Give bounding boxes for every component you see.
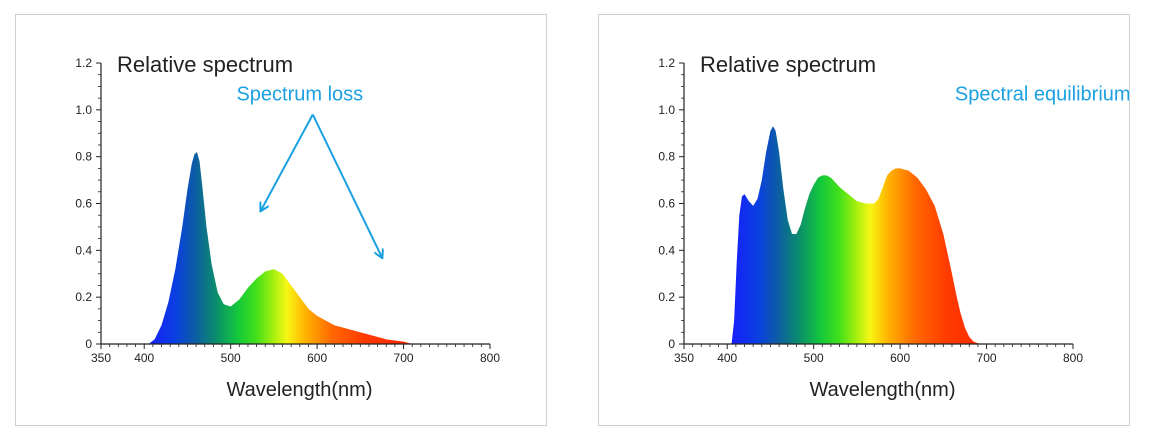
annotation-label: Spectral equilibrium — [955, 83, 1129, 105]
y-tick-label: 0.8 — [75, 150, 92, 164]
x-tick-label: 350 — [91, 351, 111, 365]
y-tick-label: 1.2 — [658, 56, 675, 70]
chart-title: Relative spectrum — [117, 52, 293, 77]
x-tick-label: 400 — [717, 351, 737, 365]
spectrum-area — [731, 126, 983, 344]
annotation-label: Spectrum loss — [236, 83, 363, 105]
spectrum-area — [148, 151, 413, 344]
x-tick-label: 600 — [890, 351, 910, 365]
y-tick-label: 0.6 — [658, 197, 675, 211]
y-tick-label: 0.4 — [75, 243, 92, 257]
x-tick-label: 600 — [307, 351, 327, 365]
x-tick-label: 800 — [1063, 351, 1083, 365]
y-tick-label: 0.8 — [658, 150, 675, 164]
chart-right: 0 0.2 0.4 0.6 0.8 1.0 1.2 350 400 500 600 700 800 Rel… — [658, 52, 1129, 401]
y-tick-label: 0.2 — [658, 290, 675, 304]
annotation-arrow — [311, 114, 382, 258]
x-axis-title: Wavelength(nm) — [227, 379, 373, 401]
y-tick-label: 0.4 — [658, 243, 675, 257]
y-tick-label: 1.0 — [75, 103, 92, 117]
y-tick-label: 0.6 — [75, 197, 92, 211]
y-tick-label: 0 — [85, 337, 92, 351]
y-tick-label: 0.2 — [75, 290, 92, 304]
x-tick-label: 800 — [480, 351, 500, 365]
chart-panel-left: 0 0.2 0.4 0.6 0.8 1.0 1.2 350 400 500 600 700 800 Rel… — [15, 14, 547, 426]
chart-left: 0 0.2 0.4 0.6 0.8 1.0 1.2 350 400 500 600 700 800 Rel… — [75, 52, 500, 401]
x-tick-label: 400 — [134, 351, 154, 365]
x-tick-label: 700 — [977, 351, 997, 365]
y-tick-label: 1.2 — [75, 56, 92, 70]
x-tick-label: 500 — [804, 351, 824, 365]
y-tick-label: 0 — [668, 337, 675, 351]
x-tick-label: 700 — [394, 351, 414, 365]
x-tick-label: 350 — [674, 351, 694, 365]
annotation-arrow — [261, 114, 314, 211]
x-axis-title: Wavelength(nm) — [810, 379, 956, 401]
chart-panel-right: 0 0.2 0.4 0.6 0.8 1.0 1.2 350 400 500 600 700 800 Rel… — [598, 14, 1130, 426]
y-tick-label: 1.0 — [658, 103, 675, 117]
x-tick-label: 500 — [221, 351, 241, 365]
chart-title: Relative spectrum — [700, 52, 876, 77]
